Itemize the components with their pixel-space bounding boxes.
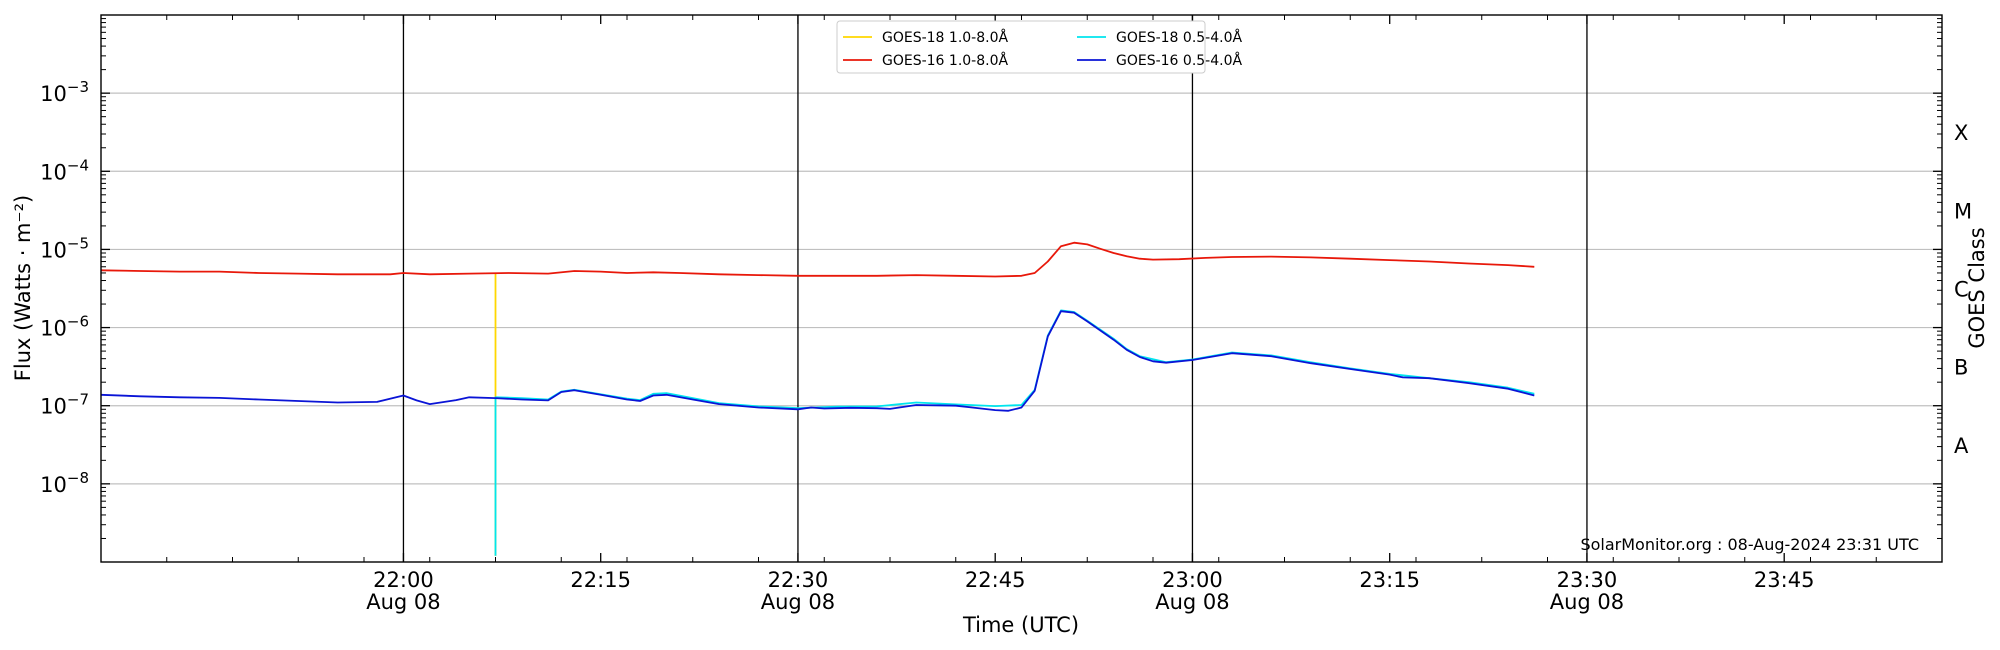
x-tick-label: 23:30 [1557,568,1618,592]
series-line [494,309,1535,556]
x-tick-label: 22:30 [768,568,829,592]
x-tick-date-label: Aug 08 [1550,590,1624,614]
y-tick-label: 10−5 [40,234,89,262]
x-tick-label: 23:00 [1162,568,1223,592]
goes-class-label: X [1954,121,1968,145]
series-line [100,310,1535,412]
legend: GOES-18 1.0-8.0Å GOES-18 0.5-4.0Å GOES-16 … [836,20,1242,74]
legend-box [836,20,1206,74]
x-tick-date-label: Aug 08 [366,590,440,614]
x-tick-date-label: Aug 08 [1155,590,1229,614]
y-tick-label: 10−8 [40,469,89,497]
x-tick-label: 22:15 [570,568,631,592]
x-tick-label: 23:45 [1754,568,1815,592]
y-tick-label: 10−7 [40,391,89,419]
x-axis-title: Time (UTC) [962,613,1079,637]
plot-frame [100,14,1943,563]
y-axis-ticks: 10−8 10−7 10−6 10−5 10−4 10−3 [40,18,1942,539]
grid-lines [101,92,1942,485]
y-tick-label: 10−4 [40,156,89,184]
y-tick-label: 10−3 [40,78,89,106]
y-tick-label: 10−6 [40,313,89,341]
goes-class-labels: A B C M X [1954,121,1972,458]
y-axis-title: Flux (Watts · m⁻²) [11,195,35,381]
series-lines [100,241,1535,556]
legend-label: GOES-16 1.0-8.0Å [882,52,1008,69]
legend-label: GOES-16 0.5-4.0Å [1116,52,1242,69]
goes-class-label: M [1954,199,1972,223]
x-tick-label: 22:45 [965,568,1026,592]
credit-text: SolarMonitor.org : 08-Aug-2024 23:31 UTC [1580,535,1919,554]
y-axis-right-title: GOES Class [1965,227,1989,348]
x-tick-label: 22:00 [373,568,434,592]
goes-class-label: B [1954,356,1968,380]
goes-class-label: A [1954,434,1969,458]
series-line [100,241,1535,278]
x-tick-label: 23:15 [1359,568,1420,592]
goes-class-label: C [1954,278,1969,302]
legend-label: GOES-18 1.0-8.0Å [882,29,1008,46]
day-time-vertical-lines [402,15,1588,562]
x-tick-date-label: Aug 08 [761,590,835,614]
legend-label: GOES-18 0.5-4.0Å [1116,29,1242,46]
